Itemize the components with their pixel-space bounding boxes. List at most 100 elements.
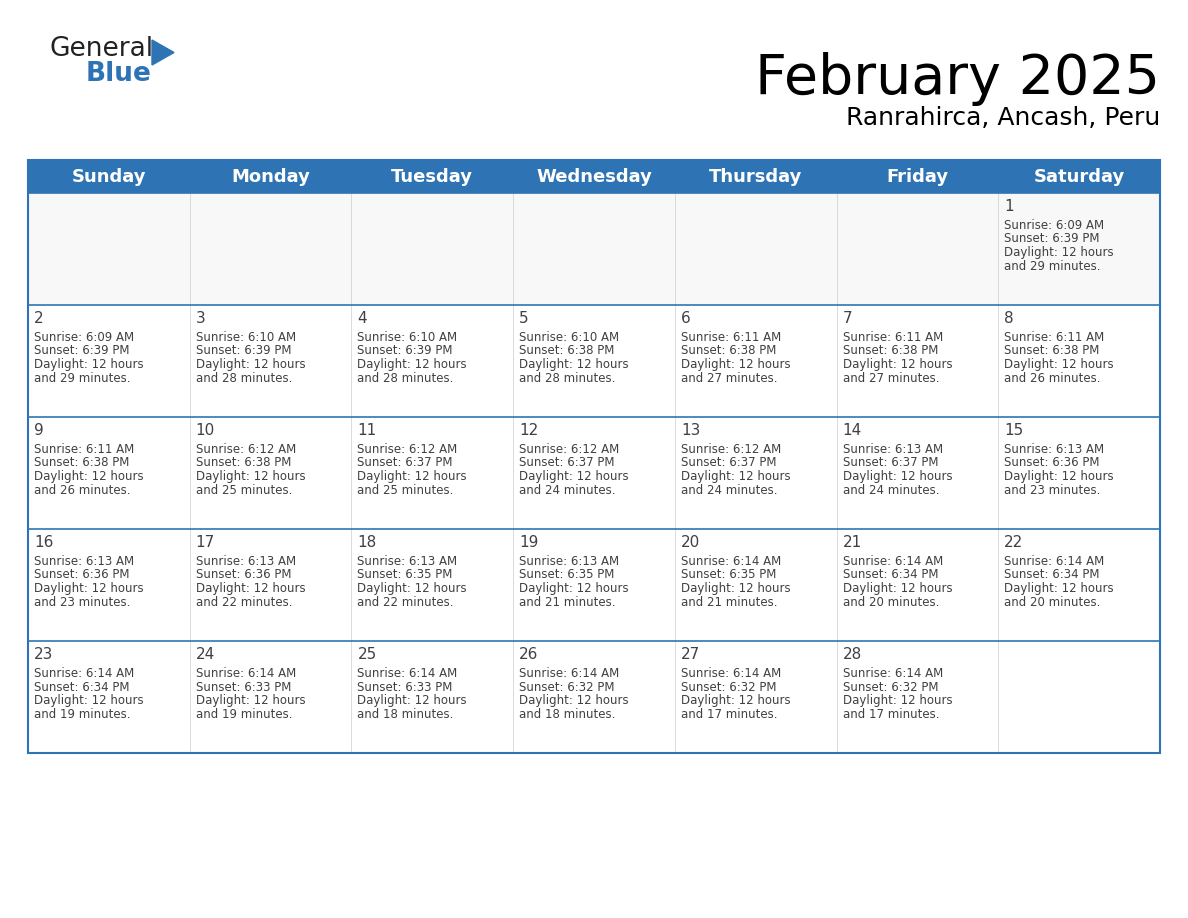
Text: Daylight: 12 hours: Daylight: 12 hours <box>681 694 790 707</box>
Text: and 25 minutes.: and 25 minutes. <box>358 484 454 497</box>
Text: 1: 1 <box>1004 199 1013 214</box>
Text: 14: 14 <box>842 423 861 438</box>
Text: 15: 15 <box>1004 423 1024 438</box>
Text: 16: 16 <box>34 535 53 550</box>
Text: Sunset: 6:38 PM: Sunset: 6:38 PM <box>196 456 291 469</box>
Text: Sunset: 6:32 PM: Sunset: 6:32 PM <box>842 680 939 693</box>
Text: and 26 minutes.: and 26 minutes. <box>34 484 131 497</box>
Text: Sunrise: 6:12 AM: Sunrise: 6:12 AM <box>196 443 296 456</box>
Text: Sunday: Sunday <box>71 167 146 185</box>
Text: 25: 25 <box>358 647 377 662</box>
Text: Daylight: 12 hours: Daylight: 12 hours <box>1004 246 1114 259</box>
Text: Sunrise: 6:11 AM: Sunrise: 6:11 AM <box>1004 331 1105 344</box>
Bar <box>513 305 675 417</box>
Text: Sunrise: 6:11 AM: Sunrise: 6:11 AM <box>34 443 134 456</box>
Text: 2: 2 <box>34 311 44 326</box>
Text: Wednesday: Wednesday <box>536 167 652 185</box>
Bar <box>998 641 1159 753</box>
Text: Sunrise: 6:14 AM: Sunrise: 6:14 AM <box>34 667 134 680</box>
Text: Daylight: 12 hours: Daylight: 12 hours <box>1004 582 1114 595</box>
Text: Sunrise: 6:10 AM: Sunrise: 6:10 AM <box>196 331 296 344</box>
Text: Saturday: Saturday <box>1034 167 1125 185</box>
Text: Sunrise: 6:12 AM: Sunrise: 6:12 AM <box>519 443 619 456</box>
Bar <box>675 193 836 305</box>
Text: Sunset: 6:38 PM: Sunset: 6:38 PM <box>1004 344 1100 357</box>
Bar <box>190 417 352 529</box>
Text: 24: 24 <box>196 647 215 662</box>
Bar <box>352 193 513 305</box>
Text: Sunset: 6:36 PM: Sunset: 6:36 PM <box>34 568 129 581</box>
Bar <box>352 529 513 641</box>
Text: Sunset: 6:35 PM: Sunset: 6:35 PM <box>519 568 614 581</box>
Text: 21: 21 <box>842 535 861 550</box>
Text: 26: 26 <box>519 647 538 662</box>
Text: and 19 minutes.: and 19 minutes. <box>196 708 292 721</box>
Text: and 18 minutes.: and 18 minutes. <box>519 708 615 721</box>
Text: Sunrise: 6:13 AM: Sunrise: 6:13 AM <box>358 555 457 568</box>
Bar <box>513 417 675 529</box>
Text: Sunset: 6:32 PM: Sunset: 6:32 PM <box>681 680 776 693</box>
Text: and 20 minutes.: and 20 minutes. <box>1004 596 1100 609</box>
Text: and 20 minutes.: and 20 minutes. <box>842 596 939 609</box>
Text: 11: 11 <box>358 423 377 438</box>
Text: Sunset: 6:36 PM: Sunset: 6:36 PM <box>196 568 291 581</box>
Text: Sunset: 6:37 PM: Sunset: 6:37 PM <box>842 456 939 469</box>
Text: Sunset: 6:34 PM: Sunset: 6:34 PM <box>1004 568 1100 581</box>
Bar <box>29 305 190 417</box>
Text: and 22 minutes.: and 22 minutes. <box>196 596 292 609</box>
Text: Sunset: 6:33 PM: Sunset: 6:33 PM <box>358 680 453 693</box>
Text: 23: 23 <box>34 647 53 662</box>
Polygon shape <box>152 40 173 65</box>
Text: Daylight: 12 hours: Daylight: 12 hours <box>358 470 467 483</box>
Text: 12: 12 <box>519 423 538 438</box>
Text: and 23 minutes.: and 23 minutes. <box>34 596 131 609</box>
Text: Sunset: 6:35 PM: Sunset: 6:35 PM <box>358 568 453 581</box>
Text: Daylight: 12 hours: Daylight: 12 hours <box>519 582 628 595</box>
Text: 28: 28 <box>842 647 861 662</box>
Text: 5: 5 <box>519 311 529 326</box>
Text: and 24 minutes.: and 24 minutes. <box>842 484 939 497</box>
Bar <box>513 193 675 305</box>
Text: Sunrise: 6:12 AM: Sunrise: 6:12 AM <box>358 443 457 456</box>
Bar <box>352 305 513 417</box>
Text: Sunrise: 6:13 AM: Sunrise: 6:13 AM <box>34 555 134 568</box>
Text: and 24 minutes.: and 24 minutes. <box>519 484 615 497</box>
Text: Sunset: 6:38 PM: Sunset: 6:38 PM <box>519 344 614 357</box>
Text: Sunset: 6:37 PM: Sunset: 6:37 PM <box>681 456 776 469</box>
Text: Sunrise: 6:10 AM: Sunrise: 6:10 AM <box>358 331 457 344</box>
Text: Sunset: 6:35 PM: Sunset: 6:35 PM <box>681 568 776 581</box>
Text: Sunset: 6:39 PM: Sunset: 6:39 PM <box>1004 232 1100 245</box>
Bar <box>352 641 513 753</box>
Text: 17: 17 <box>196 535 215 550</box>
Text: Blue: Blue <box>86 61 152 87</box>
Text: Daylight: 12 hours: Daylight: 12 hours <box>34 470 144 483</box>
Text: Daylight: 12 hours: Daylight: 12 hours <box>681 358 790 371</box>
Text: and 17 minutes.: and 17 minutes. <box>681 708 777 721</box>
Text: 19: 19 <box>519 535 538 550</box>
Bar <box>190 305 352 417</box>
Text: Sunset: 6:39 PM: Sunset: 6:39 PM <box>34 344 129 357</box>
Text: Sunrise: 6:14 AM: Sunrise: 6:14 AM <box>196 667 296 680</box>
Text: Sunrise: 6:13 AM: Sunrise: 6:13 AM <box>519 555 619 568</box>
Text: Sunrise: 6:10 AM: Sunrise: 6:10 AM <box>519 331 619 344</box>
Text: Sunset: 6:39 PM: Sunset: 6:39 PM <box>196 344 291 357</box>
Text: General: General <box>50 36 154 62</box>
Text: Sunrise: 6:14 AM: Sunrise: 6:14 AM <box>519 667 619 680</box>
Bar <box>836 305 998 417</box>
Text: Sunrise: 6:09 AM: Sunrise: 6:09 AM <box>1004 219 1105 232</box>
Text: Sunset: 6:37 PM: Sunset: 6:37 PM <box>358 456 453 469</box>
Bar <box>998 529 1159 641</box>
Bar <box>836 641 998 753</box>
Text: Tuesday: Tuesday <box>391 167 473 185</box>
Text: Friday: Friday <box>886 167 948 185</box>
Bar <box>190 641 352 753</box>
Text: Sunset: 6:32 PM: Sunset: 6:32 PM <box>519 680 614 693</box>
Bar <box>675 529 836 641</box>
Text: Daylight: 12 hours: Daylight: 12 hours <box>358 582 467 595</box>
Text: and 29 minutes.: and 29 minutes. <box>1004 260 1101 273</box>
Text: Daylight: 12 hours: Daylight: 12 hours <box>1004 358 1114 371</box>
Bar <box>190 529 352 641</box>
Text: and 27 minutes.: and 27 minutes. <box>681 372 777 385</box>
Text: Daylight: 12 hours: Daylight: 12 hours <box>34 582 144 595</box>
Text: Sunset: 6:38 PM: Sunset: 6:38 PM <box>34 456 129 469</box>
